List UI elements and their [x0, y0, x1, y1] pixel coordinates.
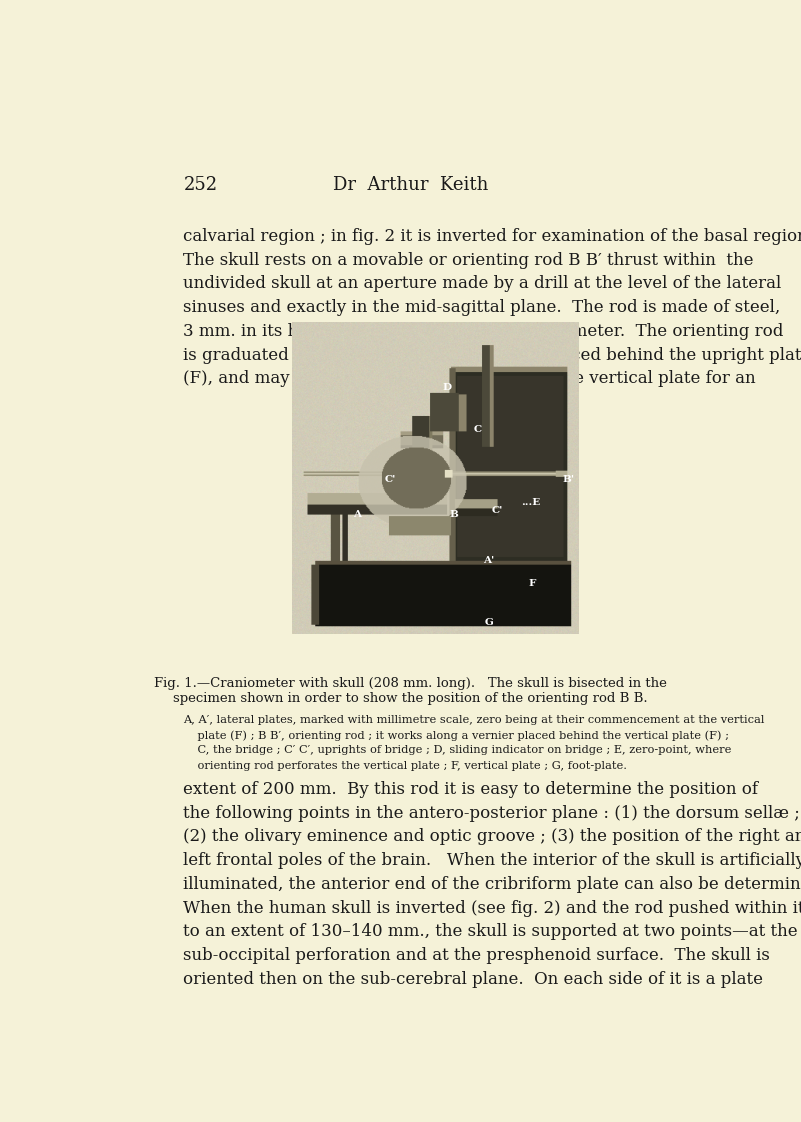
Text: B': B' [563, 475, 575, 484]
Text: (F), and may be pushed forwards in front of the vertical plate for an: (F), and may be pushed forwards in front… [183, 370, 755, 387]
Text: D: D [442, 383, 451, 392]
Text: to an extent of 130–140 mm., the skull is supported at two points—at the: to an extent of 130–140 mm., the skull i… [183, 923, 797, 940]
Text: G: G [485, 617, 493, 626]
Text: F: F [528, 579, 536, 588]
Text: illuminated, the anterior end of the cribriform plate can also be determined.: illuminated, the anterior end of the cri… [183, 876, 801, 893]
Text: specimen shown in order to show the position of the orienting rod B B.: specimen shown in order to show the posi… [173, 692, 648, 705]
Text: calvarial region ; in fig. 2 it is inverted for examination of the basal region.: calvarial region ; in fig. 2 it is inver… [183, 228, 801, 245]
Text: sub-occipital perforation and at the presphenoid surface.  The skull is: sub-occipital perforation and at the pre… [183, 947, 770, 964]
Text: (2) the olivary eminence and optic groove ; (3) the position of the right and: (2) the olivary eminence and optic groov… [183, 828, 801, 845]
Text: A': A' [484, 555, 495, 565]
Text: the following points in the antero-posterior plane : (1) the dorsum sellæ ;: the following points in the antero-poste… [183, 804, 799, 821]
Text: left frontal poles of the brain.   When the interior of the skull is artificiall: left frontal poles of the brain. When th… [183, 852, 801, 870]
Text: Fig. 1.—Craniometer with skull (208 mm. long).   The skull is bisected in the: Fig. 1.—Craniometer with skull (208 mm. … [154, 678, 667, 690]
Text: C, the bridge ; C′ C′, uprights of bridge ; D, sliding indicator on bridge ; E, : C, the bridge ; C′ C′, uprights of bridg… [183, 745, 731, 755]
Text: A, A′, lateral plates, marked with millimetre scale, zero being at their commenc: A, A′, lateral plates, marked with milli… [183, 715, 764, 725]
Text: Dr  Arthur  Keith: Dr Arthur Keith [333, 176, 488, 194]
Text: extent of 200 mm.  By this rod it is easy to determine the position of: extent of 200 mm. By this rod it is easy… [183, 781, 758, 798]
Text: 3 mm. in its horizontal and 5 in its vertical diameter.  The orienting rod: 3 mm. in its horizontal and 5 in its ver… [183, 323, 783, 340]
Text: 252: 252 [184, 176, 218, 194]
Text: A: A [353, 509, 361, 518]
Text: C': C' [385, 475, 396, 484]
Text: C: C [473, 425, 481, 434]
Text: sinuses and exactly in the mid-sagittal plane.  The rod is made of steel,: sinuses and exactly in the mid-sagittal … [183, 300, 780, 316]
Text: is graduated and passes through a vernier placed behind the upright plate: is graduated and passes through a vernie… [183, 347, 801, 364]
Text: The skull rests on a movable or orienting rod B B′ thrust within  the: The skull rests on a movable or orientin… [183, 251, 753, 268]
Text: C': C' [491, 506, 502, 515]
Text: orienting rod perforates the vertical plate ; F, vertical plate ; G, foot-plate.: orienting rod perforates the vertical pl… [183, 761, 626, 771]
Text: oriented then on the sub-cerebral plane.  On each side of it is a plate: oriented then on the sub-cerebral plane.… [183, 971, 763, 988]
Text: plate (F) ; B B′, orienting rod ; it works along a vernier placed behind the ver: plate (F) ; B B′, orienting rod ; it wor… [183, 730, 729, 741]
Text: ...E: ...E [521, 498, 540, 507]
Text: When the human skull is inverted (see fig. 2) and the rod pushed within it: When the human skull is inverted (see fi… [183, 900, 801, 917]
Text: B: B [450, 509, 459, 518]
Text: undivided skull at an aperture made by a drill at the level of the lateral: undivided skull at an aperture made by a… [183, 276, 781, 293]
